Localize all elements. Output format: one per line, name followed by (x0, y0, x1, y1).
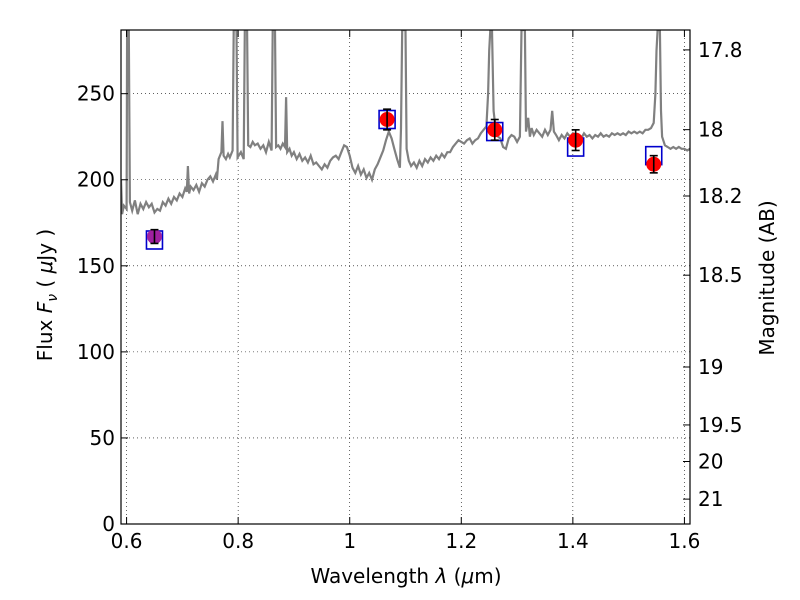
x-tick-label: 1 (343, 529, 356, 553)
y-tick-label: 100 (77, 340, 115, 364)
x-axis-label: Wavelength λ (μm) (310, 564, 501, 588)
right-tick-label: 18 (698, 118, 723, 142)
y-tick-label: 50 (90, 426, 115, 450)
plot-frame (120, 29, 691, 525)
error-bar-5 (649, 154, 658, 174)
right-tick-label: 18.5 (698, 263, 743, 287)
error-bar-4 (571, 129, 580, 152)
observed-series (146, 108, 662, 245)
error-bar-1 (150, 228, 159, 245)
y-tick-label: 200 (77, 168, 115, 192)
spectrum-line (121, 30, 690, 215)
x-tick-label: 0.8 (222, 529, 254, 553)
right-tick-label: 18.2 (698, 184, 743, 208)
error-bar-3 (490, 118, 499, 141)
right-tick-label: 19.5 (698, 413, 743, 437)
y-tick-label: 0 (102, 512, 115, 536)
x-tick-label: 1.2 (445, 529, 477, 553)
x-tick-label: 1.6 (669, 529, 701, 553)
y-tick-label: 150 (77, 254, 115, 278)
y-axis-label: Flux Fν ( μJy ) (33, 229, 61, 361)
y-tick-label: 250 (77, 82, 115, 106)
axes (120, 29, 691, 525)
right-tick-label: 21 (698, 487, 723, 511)
right-tick-label: 19 (698, 355, 723, 379)
right-tick-label: 17.8 (698, 38, 743, 62)
spectrum-series (121, 30, 690, 215)
ticks: 0.6 0.8 1 1.2 1.4 1.6 0 50 100 150 200 250 17.8 18 18.… (77, 30, 743, 553)
x-tick-label: 0.6 (111, 529, 143, 553)
error-bar-2 (383, 108, 392, 131)
x-tick-label: 1.4 (557, 529, 589, 553)
right-tick-label: 20 (698, 450, 723, 474)
right-axis-label: Magnitude (AB) (755, 200, 779, 355)
